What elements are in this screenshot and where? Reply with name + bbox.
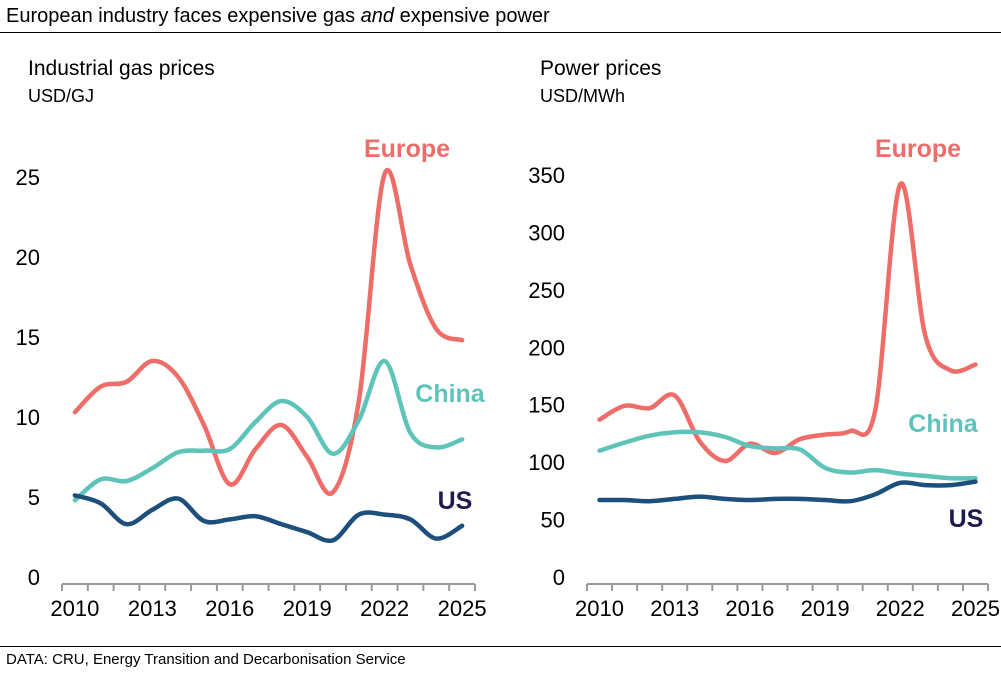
y-tick-label: 0 — [553, 565, 565, 590]
x-tick-label: 2025 — [438, 596, 487, 621]
series-line-us — [72, 493, 465, 544]
x-tick-label: 2013 — [128, 596, 177, 621]
series-line-china — [597, 429, 978, 481]
series-label-europe: Europe — [364, 135, 450, 163]
series-line-china — [72, 358, 465, 503]
x-tick-label: 2022 — [876, 596, 925, 621]
y-tick-label: 250 — [528, 278, 565, 303]
y-tick-label: 50 — [541, 508, 565, 533]
x-tick-label: 2010 — [575, 596, 624, 621]
y-unit-label: USD/GJ — [28, 86, 94, 106]
x-tick-label: 2010 — [50, 596, 99, 621]
y-tick-label: 300 — [528, 220, 565, 245]
y-unit-label: USD/MWh — [540, 86, 625, 106]
source-note: DATA: CRU, Energy Transition and Decarbo… — [6, 651, 406, 668]
y-tick-label: 25 — [16, 165, 40, 190]
y-tick-label: 350 — [528, 163, 565, 188]
y-tick-label: 15 — [16, 325, 40, 350]
chart-title: Industrial gas prices — [28, 57, 215, 80]
series-label-china: China — [908, 410, 979, 438]
x-tick-label: 2016 — [725, 596, 774, 621]
y-tick-label: 20 — [16, 245, 40, 270]
series-label-china: China — [415, 380, 486, 408]
series-label-europe: Europe — [875, 135, 961, 163]
title-emphasis: and — [360, 5, 395, 27]
title-text: expensive power — [394, 5, 550, 27]
y-tick-label: 5 — [28, 485, 40, 510]
series-line-europe — [597, 181, 978, 464]
y-tick-label: 100 — [528, 450, 565, 475]
x-tick-label: 2019 — [283, 596, 332, 621]
y-tick-label: 0 — [28, 565, 40, 590]
series-line-europe — [72, 168, 465, 497]
y-tick-label: 10 — [16, 405, 40, 430]
y-tick-label: 200 — [528, 335, 565, 360]
top-rule — [0, 32, 1001, 33]
x-tick-label: 2016 — [205, 596, 254, 621]
series-label-us: US — [438, 487, 473, 515]
series-label-us: US — [949, 505, 984, 533]
x-tick-label: 2013 — [650, 596, 699, 621]
x-tick-label: 2025 — [951, 596, 1000, 621]
chart-title: Power prices — [540, 57, 661, 80]
figure-title: European industry faces expensive gas an… — [6, 5, 550, 28]
title-text: European industry faces expensive gas — [6, 5, 361, 27]
bottom-rule — [0, 646, 1001, 647]
y-tick-label: 150 — [528, 393, 565, 418]
x-tick-label: 2019 — [801, 596, 850, 621]
series-line-us — [597, 479, 978, 504]
x-tick-label: 2022 — [360, 596, 409, 621]
